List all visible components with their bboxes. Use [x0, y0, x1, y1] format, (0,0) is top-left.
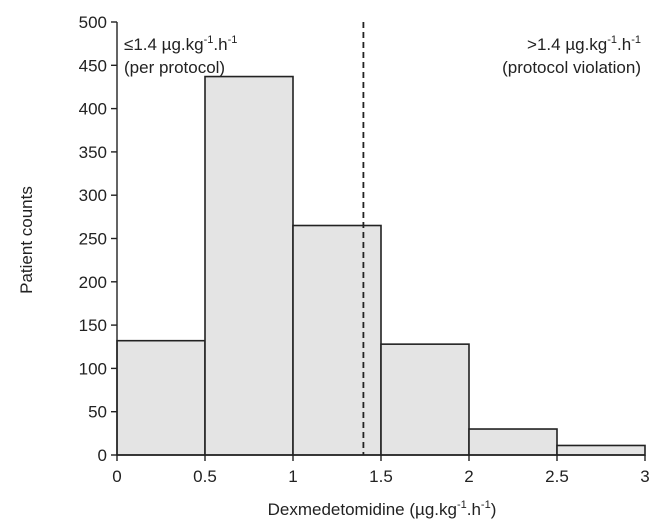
y-tick-label: 300 [79, 186, 107, 205]
x-tick-label: 3 [640, 467, 649, 486]
histogram-bar-4 [380, 343, 470, 456]
x-ticks-group: 0 0.5 1 1.5 2 2.5 3 [112, 455, 650, 486]
histogram-bar-3 [292, 224, 382, 456]
histogram-bar-2 [204, 75, 294, 456]
histogram-bar-6 [556, 444, 646, 456]
x-tick-label: 1 [288, 467, 297, 486]
annotation-left-line2: (per protocol) [124, 58, 225, 77]
x-tick-label: 2.5 [545, 467, 569, 486]
y-tick-label: 100 [79, 359, 107, 378]
y-tick-label: 400 [79, 100, 107, 119]
y-tick-label: 200 [79, 273, 107, 292]
y-tick-label: 500 [79, 13, 107, 32]
histogram-bar-1 [116, 339, 206, 456]
y-tick-label: 450 [79, 56, 107, 75]
x-tick-label: 0.5 [193, 467, 217, 486]
y-tick-label: 350 [79, 143, 107, 162]
histogram-bar-5 [468, 428, 558, 456]
annotation-right-line1: >1.4 µg.kg-1.h-1 [527, 34, 641, 54]
y-tick-label: 50 [88, 403, 107, 422]
x-tick-label: 2 [464, 467, 473, 486]
x-tick-label: 0 [112, 467, 121, 486]
bars-group [116, 75, 646, 456]
y-tick-label: 0 [98, 446, 107, 465]
y-ticks-group: 0 50 100 150 200 250 300 350 400 450 500 [79, 13, 117, 465]
x-tick-label: 1.5 [369, 467, 393, 486]
y-tick-label: 150 [79, 316, 107, 335]
y-axis-title: Patient counts [17, 186, 36, 294]
annotation-left-line1: ≤1.4 µg.kg-1.h-1 [124, 34, 237, 54]
x-axis-title: Dexmedetomidine (µg.kg-1.h-1) [268, 499, 497, 519]
y-tick-label: 250 [79, 230, 107, 249]
annotation-right-line2: (protocol violation) [502, 58, 641, 77]
